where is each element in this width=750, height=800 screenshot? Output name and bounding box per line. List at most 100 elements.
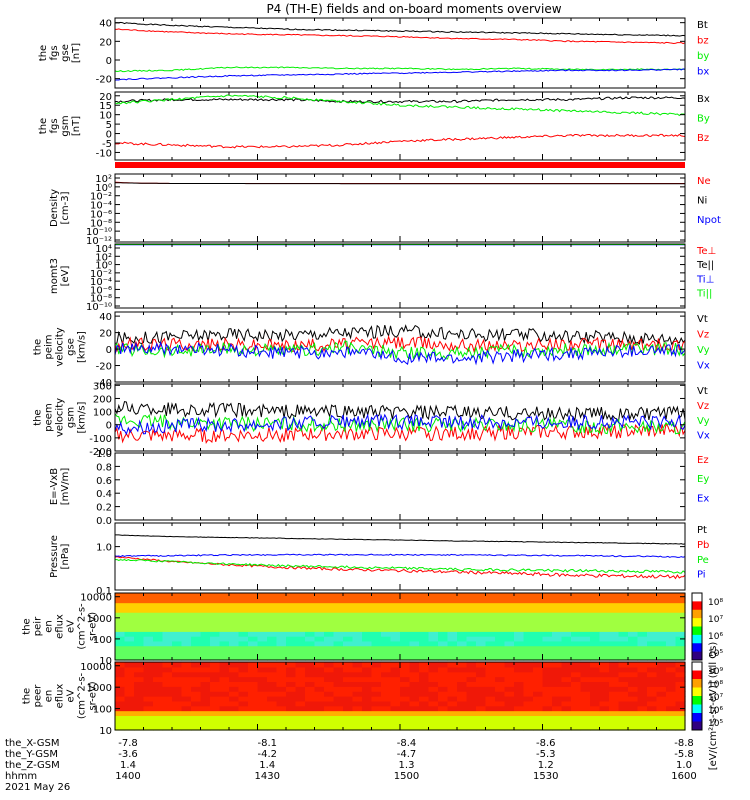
spectrogram-cell xyxy=(552,696,563,702)
spectrogram-cell xyxy=(666,686,677,692)
spectrogram-cell xyxy=(286,621,297,628)
spectrogram-cell xyxy=(514,696,525,702)
spectrogram-cell xyxy=(571,676,582,683)
spectrogram-cell xyxy=(580,650,591,656)
spectrogram-cell xyxy=(590,655,601,661)
panel-frame xyxy=(114,17,686,89)
spectrogram-cell xyxy=(476,593,487,599)
spectrogram-cell xyxy=(533,691,544,697)
spectrogram-cell xyxy=(533,725,544,731)
spectrogram-cell xyxy=(115,655,126,661)
spectrogram-cell xyxy=(314,696,325,702)
spectrogram-cell xyxy=(656,631,667,637)
spectrogram-cell xyxy=(286,607,297,613)
spectrogram-cell xyxy=(618,681,629,687)
spectrogram-cell xyxy=(248,631,259,637)
series-line-fgs_gsm xyxy=(115,96,686,104)
spectrogram-cell xyxy=(580,602,591,608)
spectrogram-cell xyxy=(637,631,648,637)
y-tick-label: 10 xyxy=(99,656,112,667)
spectrogram-cell xyxy=(580,691,591,697)
spectrogram-cell xyxy=(210,666,221,673)
spectrogram-cell xyxy=(191,681,202,687)
spectrogram-cell xyxy=(143,645,154,652)
spectrogram-cell xyxy=(371,696,382,702)
spectrogram-cell xyxy=(485,725,496,731)
panel-frame xyxy=(114,383,686,452)
time-axis-value: -8.4 xyxy=(397,738,417,749)
spectrogram-cell xyxy=(419,655,430,661)
spectrogram-cell xyxy=(628,616,639,623)
y-axis-label: [cm-3] xyxy=(60,191,71,224)
spectrogram-cell xyxy=(219,612,230,618)
colorbar-segment xyxy=(692,593,702,602)
spectrogram-cell xyxy=(609,720,620,726)
spectrogram-cell xyxy=(381,607,392,613)
spectrogram-cell xyxy=(248,696,259,702)
y-tick-label: 1.0 xyxy=(96,449,112,460)
spectrogram-cell xyxy=(200,715,211,721)
legend-efield: Ex xyxy=(697,493,709,504)
spectrogram-cell xyxy=(229,612,240,618)
spectrogram-cell xyxy=(191,696,202,702)
spectrogram-cell xyxy=(314,676,325,683)
spectrogram-cell xyxy=(276,640,287,647)
spectrogram-cell xyxy=(571,631,582,637)
spectrogram-cell xyxy=(343,686,354,692)
spectrogram-cell xyxy=(647,621,658,628)
spectrogram-cell xyxy=(609,626,620,632)
spectrogram-cell xyxy=(143,602,154,608)
spectrogram-cell xyxy=(599,705,610,712)
spectrogram-cell xyxy=(124,700,135,707)
spectrogram-cell xyxy=(219,691,230,697)
spectrogram-cell xyxy=(561,626,572,632)
spectrogram-cell xyxy=(210,621,221,628)
spectrogram-cell xyxy=(476,616,487,623)
spectrogram-cell xyxy=(172,691,183,697)
spectrogram-cell xyxy=(428,705,439,712)
spectrogram-cell xyxy=(267,626,278,632)
spectrogram-cell xyxy=(191,705,202,712)
spectrogram-cell xyxy=(656,636,667,642)
spectrogram-cell xyxy=(618,626,629,632)
spectrogram-cell xyxy=(400,645,411,652)
y-tick-label: 10⁴ xyxy=(95,244,112,255)
legend-temperature: Te⊥ xyxy=(696,246,716,257)
spectrogram-cell xyxy=(248,686,259,692)
spectrogram-cell xyxy=(162,612,173,618)
spectrogram-cell xyxy=(561,602,572,608)
spectrogram-cell xyxy=(428,666,439,673)
spectrogram-cell xyxy=(115,691,126,697)
spectrogram-cell xyxy=(153,640,164,647)
spectrogram-cell xyxy=(447,686,458,692)
spectrogram-cell xyxy=(134,626,145,632)
spectrogram-cell xyxy=(333,691,344,697)
spectrogram-cell xyxy=(143,686,154,692)
spectrogram-cell xyxy=(523,636,534,642)
spectrogram-cell xyxy=(229,681,240,687)
spectrogram-cell xyxy=(428,602,439,608)
spectrogram-cell xyxy=(419,597,430,604)
spectrogram-cell xyxy=(637,607,648,613)
spectrogram-cell xyxy=(514,597,525,604)
spectrogram-cell xyxy=(419,666,430,673)
spectrogram-cell xyxy=(561,676,572,683)
spectrogram-cell xyxy=(267,720,278,726)
spectrogram-cell xyxy=(476,666,487,673)
spectrogram-cell xyxy=(466,616,477,623)
spectrogram-cell xyxy=(314,607,325,613)
spectrogram-cell xyxy=(637,645,648,652)
spectrogram-cell xyxy=(314,700,325,707)
spectrogram-cell xyxy=(267,602,278,608)
spectrogram-cell xyxy=(172,645,183,652)
spectrogram-cell xyxy=(666,593,677,599)
spectrogram-cell xyxy=(333,666,344,673)
spectrogram-cell xyxy=(485,691,496,697)
spectrogram-cell xyxy=(181,710,192,717)
spectrogram-cell xyxy=(295,650,306,656)
spectrogram-cell xyxy=(447,640,458,647)
spectrogram-cell xyxy=(124,681,135,687)
spectrogram-cell xyxy=(419,696,430,702)
